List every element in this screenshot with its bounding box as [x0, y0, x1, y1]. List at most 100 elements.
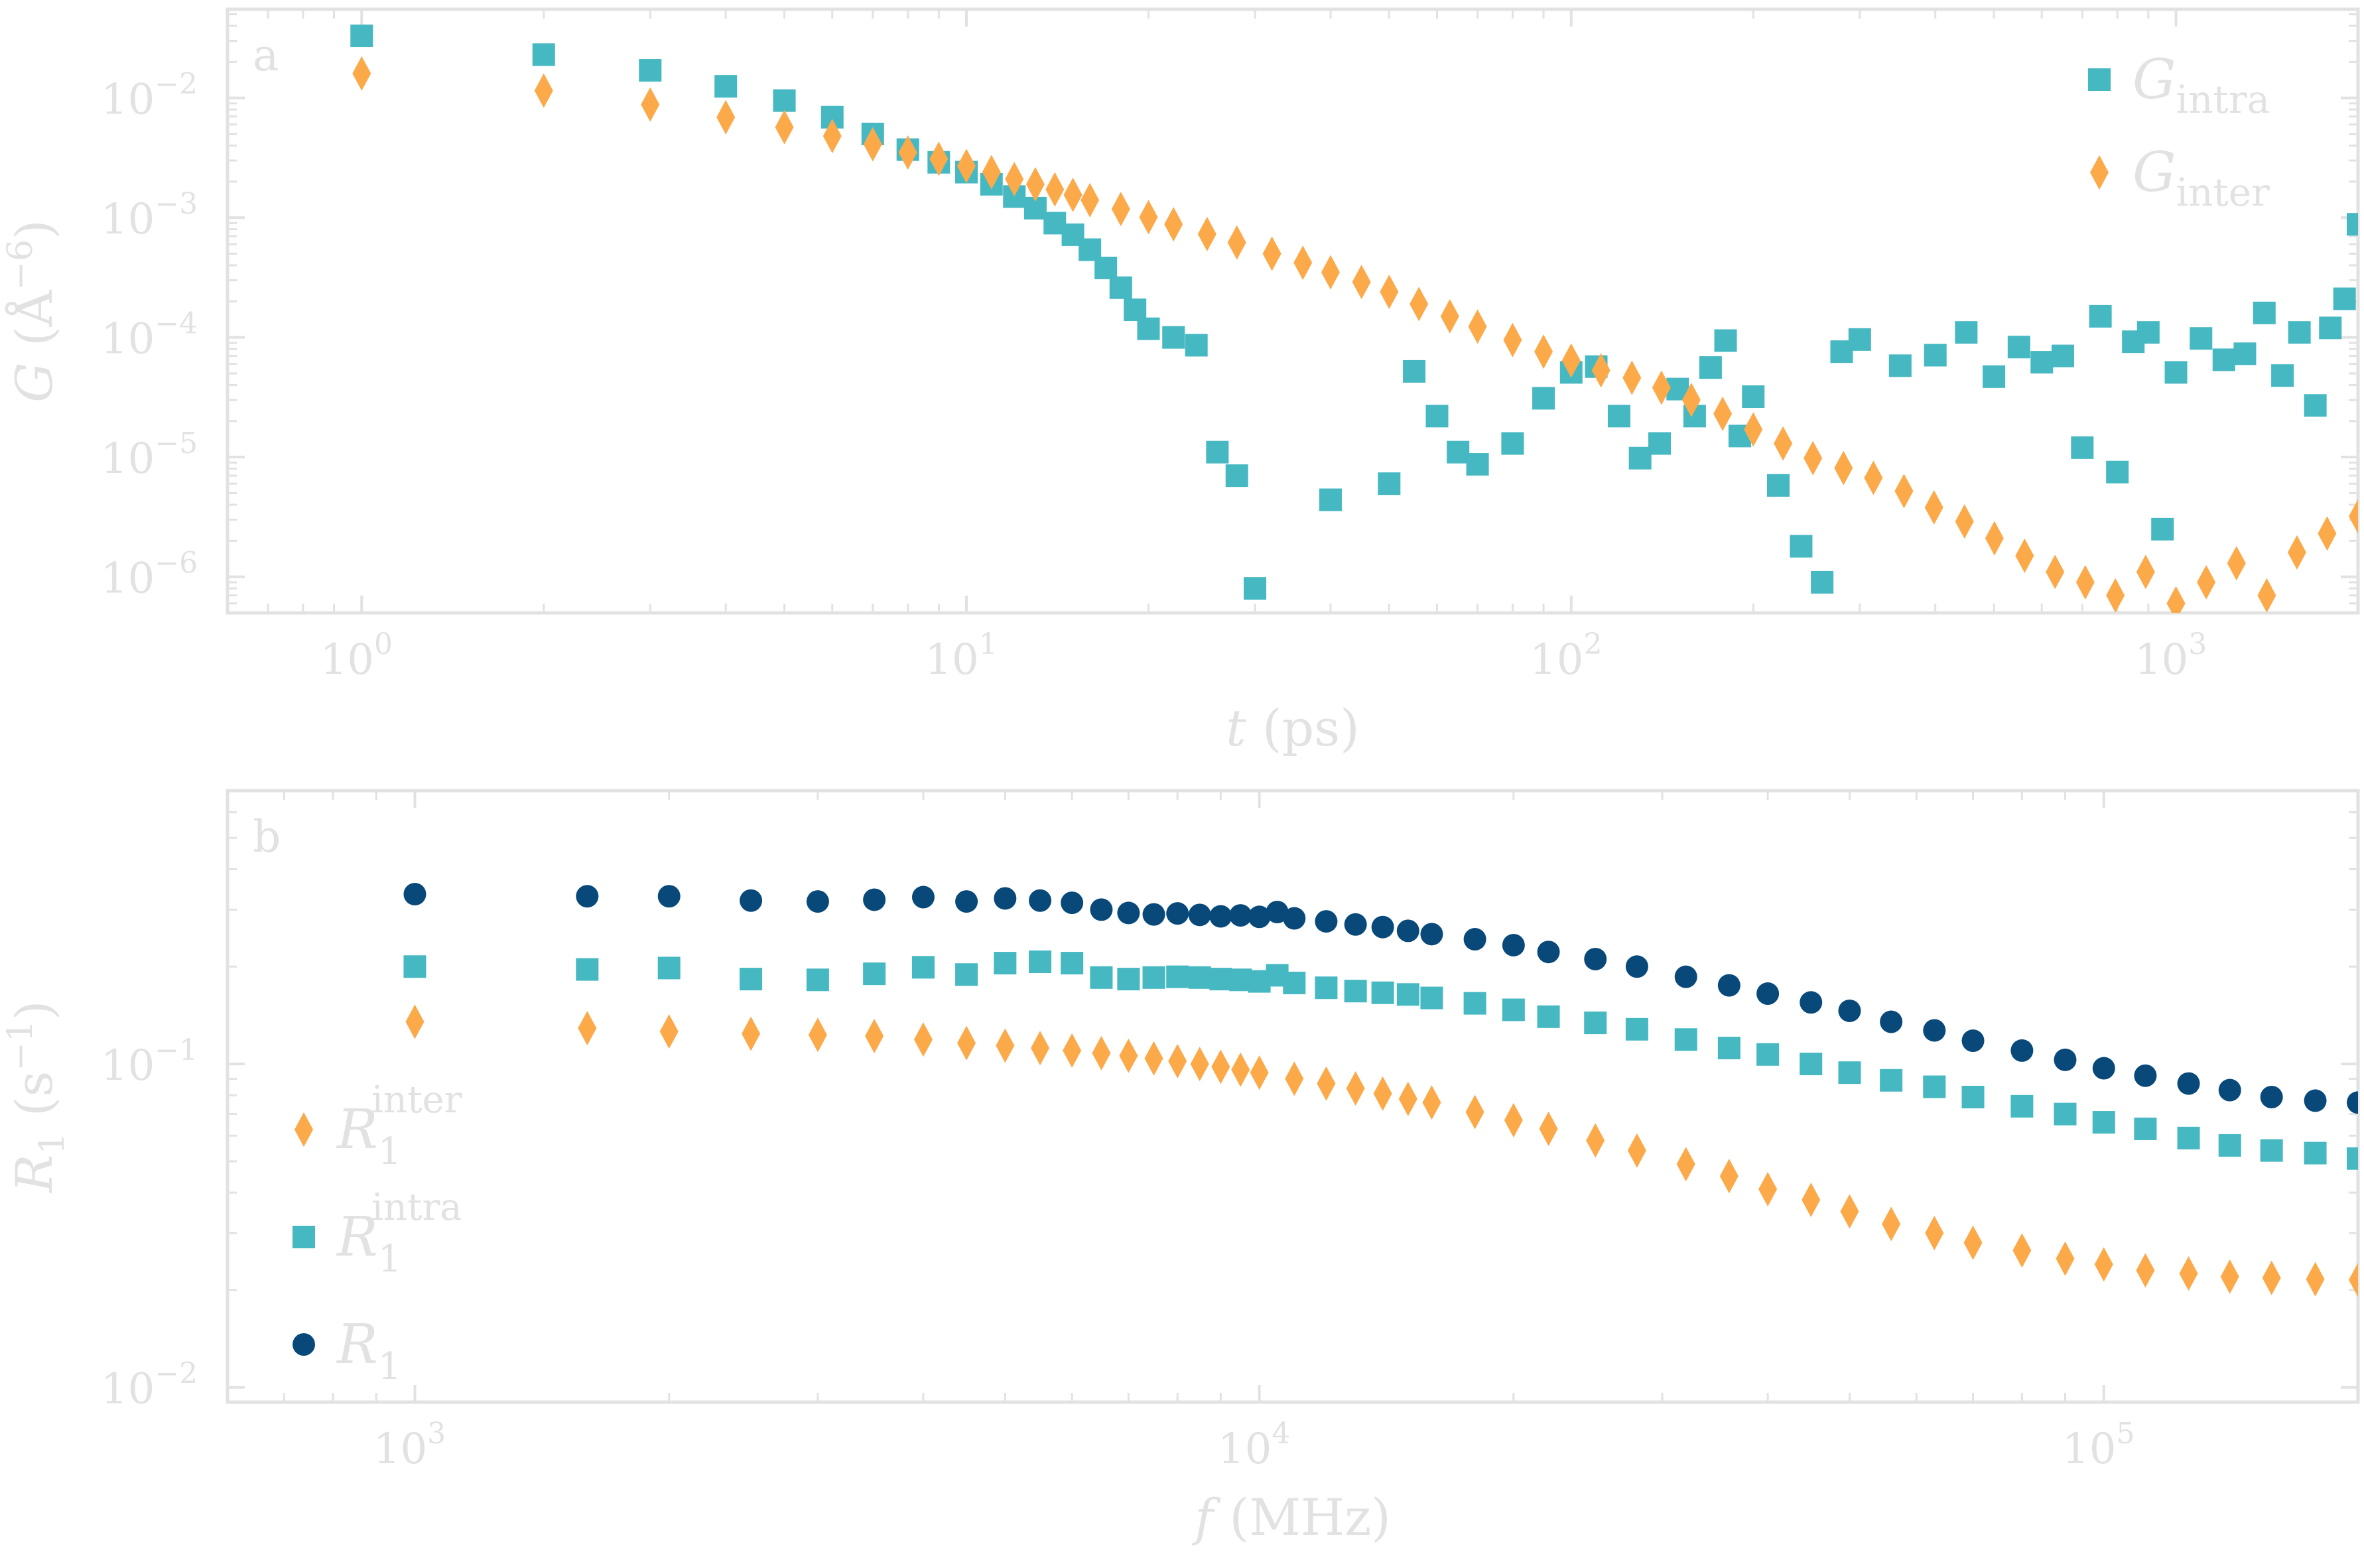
legend: GintraGinter: [2088, 48, 2270, 215]
inter-point: [1092, 1036, 1110, 1071]
intra-point: [533, 43, 555, 66]
inter-point: [2221, 1260, 2239, 1294]
legend-marker-total: [293, 1333, 315, 1356]
inter-point: [2349, 1263, 2364, 1297]
total-point: [2261, 1086, 2283, 1108]
data-area: [403, 883, 2364, 1297]
inter-point: [352, 56, 371, 91]
inter-point: [1168, 1044, 1187, 1078]
inter-point: [2012, 1233, 2031, 1268]
inter-point: [1720, 1159, 1739, 1193]
inter-point: [2263, 1261, 2281, 1295]
inter-point: [1804, 441, 1822, 476]
total-point: [1397, 919, 1419, 942]
inter-point: [2318, 516, 2336, 551]
total-point: [2219, 1079, 2241, 1102]
intra-point: [658, 956, 681, 979]
intra-point: [1699, 356, 1722, 379]
inter-point: [1840, 1194, 1859, 1228]
inter-point: [405, 1005, 424, 1039]
inter-point: [865, 1019, 884, 1053]
x-tick-label: 105: [2062, 1417, 2134, 1474]
total-point: [2093, 1057, 2115, 1080]
intra-point: [1800, 1053, 1822, 1075]
inter-point: [1045, 172, 1064, 207]
total-point: [807, 890, 829, 913]
total-point: [1923, 1019, 1945, 1041]
x-axis-label: f (MHz): [1191, 1488, 1391, 1547]
intra-point: [1166, 966, 1189, 988]
total-point: [2134, 1065, 2156, 1087]
total-point: [1283, 907, 1305, 930]
inter-point: [578, 1011, 596, 1045]
total-point: [1718, 974, 1740, 997]
total-point: [1189, 903, 1211, 926]
intra-point: [1983, 365, 2005, 388]
inter-point: [1139, 200, 1157, 234]
inter-point: [1622, 361, 1641, 395]
total-point: [1166, 902, 1189, 925]
intra-point: [1090, 966, 1112, 989]
inter-point: [1231, 1053, 1250, 1087]
inter-point: [1540, 1112, 1558, 1146]
inter-point: [1894, 474, 1913, 508]
intra-point: [1244, 577, 1266, 600]
legend-marker-intra: [293, 1226, 315, 1248]
inter-point: [2095, 1247, 2113, 1281]
x-tick-label: 103: [2134, 627, 2207, 685]
intra-point: [1467, 453, 1489, 476]
intra-point: [1162, 326, 1185, 349]
total-point: [1143, 903, 1165, 926]
intra-point: [1061, 952, 1083, 974]
inter-point: [1026, 167, 1045, 202]
inter-point: [2257, 578, 2276, 613]
inter-point: [2046, 555, 2064, 589]
inter-point: [1774, 426, 1792, 461]
intra-point: [1811, 571, 1833, 594]
total-point: [1117, 901, 1140, 924]
intra-point: [863, 962, 886, 985]
intra-point: [1094, 257, 1117, 279]
total-point: [658, 885, 681, 907]
y-tick-label: 10−6: [101, 547, 198, 604]
intra-point: [1880, 1069, 1902, 1092]
inter-point: [1882, 1207, 1900, 1241]
inter-point: [1503, 323, 1522, 358]
inter-point: [1469, 309, 1487, 344]
total-point: [1675, 966, 1697, 988]
inter-point: [1802, 1183, 1820, 1217]
inter-point: [1285, 1061, 1303, 1096]
x-tick-label: 102: [1530, 627, 1602, 685]
inter-point: [1081, 183, 1099, 218]
inter-point: [1677, 1147, 1695, 1181]
plot-frame: [228, 791, 2358, 1402]
panel-b: 103 104 10510−110−2bf (MHz)R1 (s−1)R1inter…: [1, 791, 2364, 1547]
intra-point: [714, 75, 737, 98]
panel-label: b: [253, 811, 281, 862]
intra-point: [1420, 987, 1443, 1010]
intra-point: [2261, 1140, 2283, 1162]
total-point: [863, 888, 886, 911]
intra-point: [1315, 976, 1337, 999]
inter-point: [1925, 490, 1943, 525]
intra-point: [1790, 535, 1812, 558]
total-point: [955, 890, 978, 913]
inter-point: [1466, 1095, 1484, 1130]
intra-point: [1447, 441, 1469, 464]
total-point: [994, 887, 1016, 909]
x-tick-label: 103: [373, 1417, 446, 1474]
intra-point: [1209, 968, 1232, 990]
total-point: [1756, 982, 1779, 1005]
inter-point: [2136, 1253, 2154, 1287]
total-point: [576, 885, 598, 907]
inter-point: [1985, 521, 2004, 555]
total-point: [2178, 1073, 2200, 1095]
intra-point: [2054, 1103, 2076, 1126]
intra-point: [1378, 472, 1400, 495]
inter-point: [2076, 565, 2095, 600]
total-point: [1538, 941, 1560, 963]
inter-point: [2288, 535, 2306, 570]
inter-point: [2227, 546, 2246, 580]
